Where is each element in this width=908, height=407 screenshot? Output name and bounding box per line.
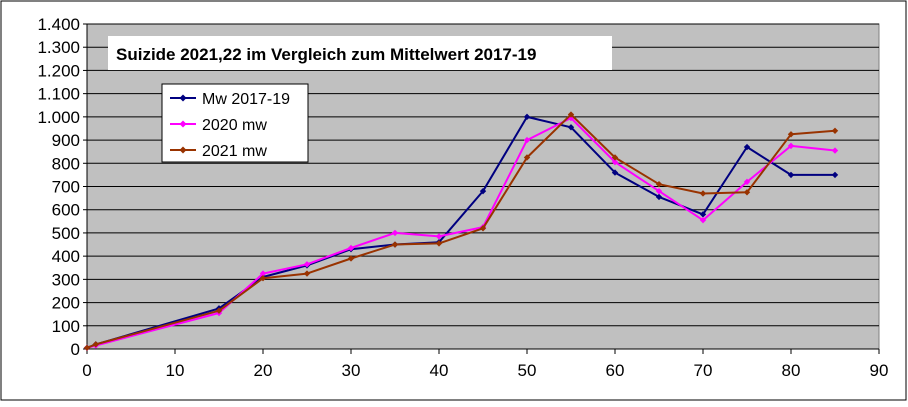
x-tick-label-1: 10 xyxy=(166,361,185,380)
point-2021-mw-0 xyxy=(83,344,91,352)
y-tick-label-6: 600 xyxy=(52,201,80,220)
legend-marker-mw-2017-19 xyxy=(179,94,187,102)
legend-label-2020-mw: 2020 mw xyxy=(202,117,267,134)
point-2021-mw-1 xyxy=(92,341,99,348)
point-2021-mw-3 xyxy=(259,274,267,282)
series-2021-mw xyxy=(83,111,839,352)
point-2021-mw-11 xyxy=(611,154,619,161)
point-2021-mw-10 xyxy=(567,111,575,118)
y-tick-label-3: 300 xyxy=(52,270,80,289)
x-tick-label-4: 40 xyxy=(430,361,449,380)
legend-marker-2021-mw xyxy=(179,146,187,154)
point-2021-mw-6 xyxy=(391,241,399,248)
x-tick-label-2: 20 xyxy=(254,361,273,380)
y-tick-label-14: 1.400 xyxy=(37,15,80,34)
legend-label-2021-mw: 2021 mw xyxy=(202,143,267,160)
x-tick-label-7: 70 xyxy=(694,361,713,380)
point-2021-mw-13 xyxy=(699,190,707,197)
y-tick-label-11: 1.100 xyxy=(37,85,80,104)
point-2020-mw-14 xyxy=(743,178,751,186)
point-2021-mw-16 xyxy=(831,127,839,134)
grid-layer xyxy=(87,23,879,327)
legend-label-mw-2017-19: Mw 2017-19 xyxy=(202,91,290,108)
y-tick-label-9: 900 xyxy=(52,131,80,150)
point-2021-mw-15 xyxy=(787,131,795,138)
series-layer xyxy=(83,111,839,352)
point-2020-mw-16 xyxy=(831,147,839,154)
point-2020-mw-3 xyxy=(259,270,267,277)
x-tick-label-0: 0 xyxy=(82,361,91,380)
point-mw-2017-19-14 xyxy=(743,143,751,151)
y-tick-label-10: 1.000 xyxy=(37,108,80,127)
point-2021-mw-9 xyxy=(523,154,531,161)
y-tick-label-2: 200 xyxy=(52,294,80,313)
legend: Mw 2017-19 2020 mw 2021 mw xyxy=(161,83,309,163)
point-2020-mw-6 xyxy=(391,229,399,237)
y-tick-label-8: 800 xyxy=(52,154,80,173)
legend-item-2021-mw: 2021 mw xyxy=(170,143,267,160)
point-2020-mw-4 xyxy=(303,261,311,268)
point-2020-mw-15 xyxy=(787,142,795,150)
y-tick-label-0: 0 xyxy=(71,340,80,359)
x-tick-label-8: 80 xyxy=(782,361,801,380)
point-mw-2017-19-12 xyxy=(655,193,663,201)
point-mw-2017-19-16 xyxy=(831,171,839,179)
point-mw-2017-19-13 xyxy=(699,211,707,218)
x-tick-label-6: 60 xyxy=(606,361,625,380)
point-2020-mw-13 xyxy=(699,216,707,224)
point-2020-mw-11 xyxy=(611,158,619,166)
y-tick-label-7: 700 xyxy=(52,178,80,197)
x-tick-label-5: 50 xyxy=(518,361,537,380)
y-tick-label-1: 100 xyxy=(52,317,80,336)
y-tick-label-13: 1.300 xyxy=(37,38,80,57)
x-tick-label-3: 30 xyxy=(342,361,361,380)
point-mw-2017-19-9 xyxy=(523,113,531,121)
legend-marker-2020-mw xyxy=(179,120,187,128)
point-2021-mw-2 xyxy=(215,307,223,314)
axis-layer: 01002003004005006007008009001.0001.1001.… xyxy=(37,15,888,380)
x-tick-label-9: 90 xyxy=(870,361,889,380)
point-2021-mw-5 xyxy=(347,255,355,262)
point-2020-mw-7 xyxy=(435,233,443,240)
y-tick-label-4: 400 xyxy=(52,247,80,266)
point-mw-2017-19-11 xyxy=(611,169,619,176)
point-2021-mw-8 xyxy=(479,225,487,232)
point-2021-mw-4 xyxy=(303,270,311,277)
legend-item-mw-2017-19: Mw 2017-19 xyxy=(170,91,290,108)
point-mw-2017-19-10 xyxy=(567,124,575,131)
legend-item-2020-mw: 2020 mw xyxy=(170,117,267,134)
point-mw-2017-19-15 xyxy=(787,171,795,179)
point-2020-mw-9 xyxy=(523,136,531,144)
y-tick-label-12: 1.200 xyxy=(37,61,80,80)
point-2020-mw-5 xyxy=(347,244,355,252)
y-tick-label-5: 500 xyxy=(52,224,80,243)
point-2021-mw-12 xyxy=(655,180,663,188)
point-2021-mw-14 xyxy=(743,189,751,196)
point-2021-mw-7 xyxy=(435,240,443,247)
title-background xyxy=(108,36,612,70)
point-2020-mw-12 xyxy=(655,187,663,195)
chart-title-box: Suizide 2021,22 im Vergleich zum Mittelw… xyxy=(108,36,612,70)
point-mw-2017-19-8 xyxy=(479,187,487,195)
chart-title: Suizide 2021,22 im Vergleich zum Mittelw… xyxy=(116,45,536,64)
